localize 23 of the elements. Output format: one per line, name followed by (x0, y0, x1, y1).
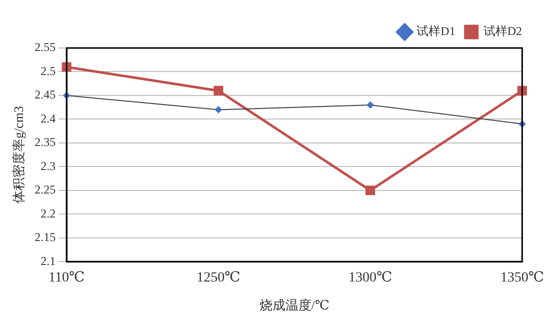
y-tick-label: 2.3 (40, 158, 56, 173)
y-tick-label: 2.45 (34, 88, 56, 102)
y-tick-label: 2.55 (34, 40, 56, 54)
legend-label: 试样D2 (483, 24, 522, 38)
y-tick-label: 2.25 (34, 182, 56, 197)
y-tick-label: 2.4 (40, 111, 56, 126)
point (366, 101, 374, 108)
point (214, 86, 224, 96)
x-tick-label: 110℃ (48, 270, 85, 286)
x-tick-label: 1300℃ (348, 270, 392, 286)
y-tick-label: 2.5 (40, 64, 56, 78)
x-tick-label: 1250℃ (196, 270, 240, 286)
x-tick-label: 1350℃ (500, 270, 544, 286)
y-tick-label: 2.15 (34, 230, 56, 244)
legend-label: 试样D1 (416, 24, 456, 38)
x-axis-title: 烧成温度/℃ (259, 298, 330, 313)
y-tick-label: 2.35 (34, 135, 56, 150)
point (62, 62, 72, 72)
y-tick-label: 2.2 (40, 206, 56, 220)
y-axis-title: 体积密度率g/cm3 (11, 106, 26, 204)
point (366, 186, 376, 196)
y-tick-label: 2.1 (40, 254, 56, 268)
point (214, 106, 222, 114)
